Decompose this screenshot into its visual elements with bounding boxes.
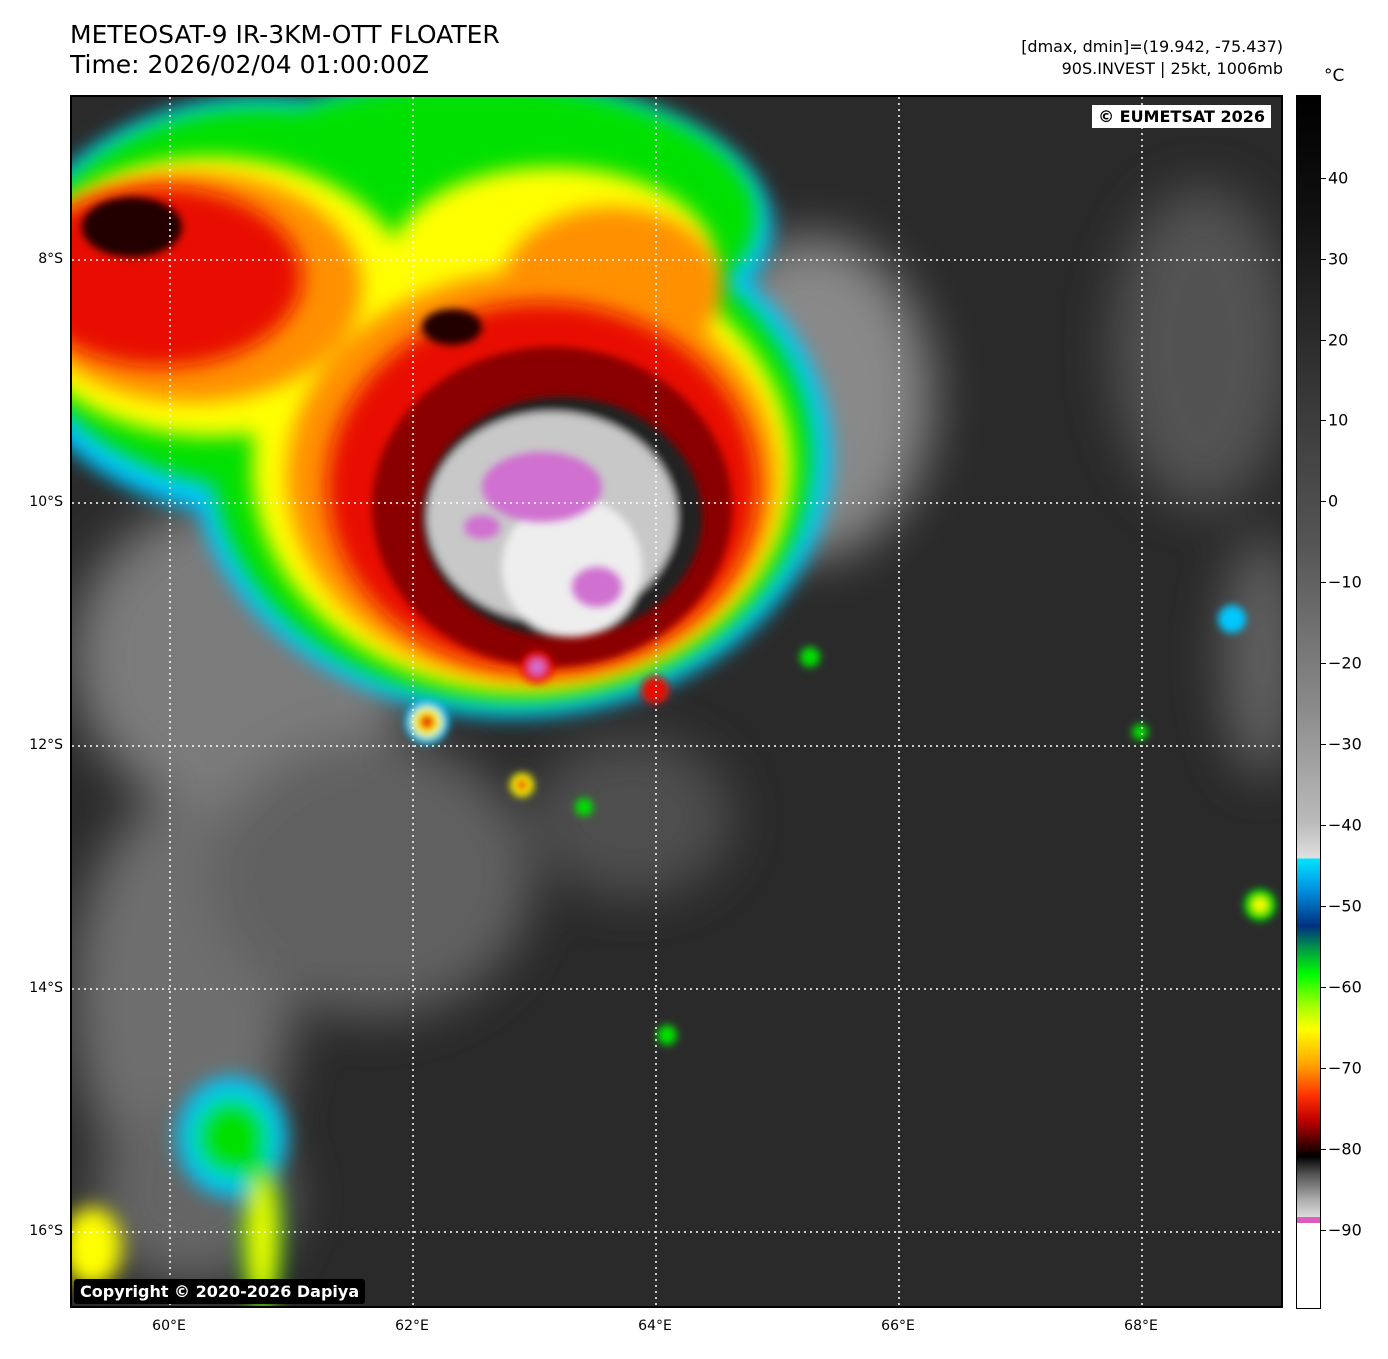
- colorbar-label: −10: [1328, 572, 1362, 592]
- copyright-badge: Copyright © 2020-2026 Dapiya: [74, 1279, 366, 1304]
- colorbar-label: 40: [1328, 168, 1349, 188]
- colorbar-tick: [1321, 906, 1326, 907]
- info-line-2: 90S.INVEST | 25kt, 1006mb: [1061, 59, 1283, 78]
- colorbar-label: −50: [1328, 896, 1362, 916]
- colorbar-unit: °C: [1324, 66, 1345, 86]
- colorbar-tick: [1321, 501, 1326, 502]
- colorbar-tick: [1321, 259, 1326, 260]
- lat-label: 14°S: [29, 980, 63, 996]
- lat-label: 12°S: [29, 737, 63, 753]
- satellite-image: [72, 97, 1281, 1306]
- lat-label: 16°S: [29, 1223, 63, 1239]
- info-block: [dmax, dmin]=(19.942, -75.437) 90S.INVES…: [1021, 36, 1283, 80]
- colorbar-label: 0: [1328, 491, 1339, 511]
- title-line-1: METEOSAT-9 IR-3KM-OTT FLOATER: [70, 20, 500, 49]
- colorbar-tick: [1321, 1068, 1326, 1069]
- colorbar-label: −70: [1328, 1058, 1362, 1078]
- colorbar-tick: [1321, 987, 1326, 988]
- colorbar-label: −80: [1328, 1139, 1362, 1159]
- lon-label: 62°E: [395, 1318, 429, 1334]
- colorbar-label: 10: [1328, 410, 1349, 430]
- satellite-map: © EUMETSAT 2026 Copyright © 2020-2026 Da…: [70, 95, 1283, 1308]
- lon-label: 60°E: [152, 1318, 186, 1334]
- lat-label: 8°S: [38, 251, 63, 267]
- chart-title: METEOSAT-9 IR-3KM-OTT FLOATER Time: 2026…: [70, 20, 500, 80]
- colorbar-tick: [1321, 340, 1326, 341]
- colorbar-label: −20: [1328, 653, 1362, 673]
- colorbar-label: −40: [1328, 815, 1362, 835]
- lon-label: 66°E: [881, 1318, 915, 1334]
- colorbar-tick: [1321, 1149, 1326, 1150]
- colorbar-white-segment: [1297, 1223, 1320, 1308]
- lon-label: 68°E: [1124, 1318, 1158, 1334]
- colorbar-label: −30: [1328, 734, 1362, 754]
- lat-label: 10°S: [29, 494, 63, 510]
- colorbar-tick: [1321, 663, 1326, 664]
- colorbar-tick: [1321, 582, 1326, 583]
- title-line-2: Time: 2026/02/04 01:00:00Z: [70, 50, 429, 79]
- temperature-colorbar: [1296, 95, 1321, 1309]
- colorbar-tick: [1321, 178, 1326, 179]
- info-line-1: [dmax, dmin]=(19.942, -75.437): [1021, 37, 1283, 56]
- colorbar-label: −60: [1328, 977, 1362, 997]
- colorbar-tick: [1321, 420, 1326, 421]
- colorbar-label: 20: [1328, 330, 1349, 350]
- eumetsat-badge: © EUMETSAT 2026: [1092, 105, 1271, 128]
- colorbar-tick: [1321, 1230, 1326, 1231]
- lon-label: 64°E: [638, 1318, 672, 1334]
- colorbar-label: −90: [1328, 1220, 1362, 1240]
- colorbar-tick: [1321, 744, 1326, 745]
- colorbar-label: 30: [1328, 249, 1349, 269]
- colorbar-tick: [1321, 825, 1326, 826]
